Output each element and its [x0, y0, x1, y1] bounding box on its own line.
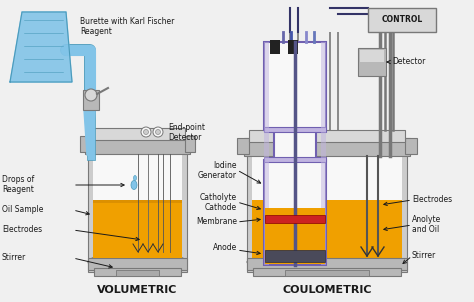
Text: COULOMETRIC: COULOMETRIC — [282, 285, 372, 295]
Bar — [93, 154, 182, 258]
Text: Generator: Generator — [198, 171, 237, 179]
Bar — [80, 136, 90, 152]
Bar — [264, 42, 326, 130]
Circle shape — [155, 130, 161, 134]
Bar — [270, 40, 280, 54]
Text: Stirrer: Stirrer — [2, 253, 26, 262]
Ellipse shape — [247, 252, 407, 272]
Bar — [247, 258, 407, 270]
Text: Reagent: Reagent — [2, 185, 34, 194]
Text: Anolyte: Anolyte — [412, 216, 441, 224]
Text: Anode: Anode — [213, 243, 237, 252]
Bar — [87, 110, 95, 160]
Bar — [249, 130, 405, 142]
Bar — [88, 146, 187, 272]
Text: Electrodes: Electrodes — [2, 226, 42, 234]
Circle shape — [85, 89, 97, 101]
Circle shape — [141, 127, 151, 137]
Polygon shape — [10, 12, 72, 82]
Text: Burette with Karl Fischer: Burette with Karl Fischer — [80, 18, 174, 27]
Bar — [288, 40, 298, 54]
Bar — [185, 136, 195, 152]
Text: CONTROL: CONTROL — [382, 15, 423, 24]
Bar — [358, 48, 386, 76]
Bar — [264, 160, 326, 265]
Text: VOLUMETRIC: VOLUMETRIC — [97, 285, 177, 295]
Text: Membrane: Membrane — [196, 217, 237, 226]
Bar — [265, 208, 325, 264]
Text: Detector: Detector — [392, 57, 425, 66]
Text: Stirrer: Stirrer — [412, 252, 436, 261]
Polygon shape — [84, 110, 95, 155]
Bar — [94, 268, 181, 276]
Text: Catholyte: Catholyte — [200, 192, 237, 201]
Bar — [93, 200, 182, 203]
Bar — [265, 250, 325, 262]
Text: Iodine: Iodine — [213, 160, 237, 169]
Bar — [321, 42, 326, 265]
Text: Electrodes: Electrodes — [412, 195, 452, 204]
Bar — [93, 200, 182, 258]
Bar — [116, 270, 159, 276]
Bar — [247, 148, 407, 272]
Bar — [252, 200, 402, 258]
Bar — [90, 128, 185, 140]
Text: and Oil: and Oil — [412, 226, 439, 234]
Text: End-point: End-point — [168, 124, 205, 133]
Bar — [253, 268, 401, 276]
Bar — [265, 215, 325, 223]
Ellipse shape — [131, 181, 137, 189]
Bar — [88, 258, 187, 270]
Circle shape — [153, 127, 163, 137]
Bar — [274, 130, 316, 160]
Circle shape — [144, 130, 148, 134]
Bar — [264, 127, 326, 132]
Bar — [360, 50, 384, 62]
Bar — [264, 157, 326, 162]
Bar — [252, 156, 402, 258]
Text: Oil Sample: Oil Sample — [2, 205, 44, 214]
Bar — [83, 90, 99, 110]
Bar — [244, 138, 410, 156]
Bar — [405, 138, 417, 154]
Ellipse shape — [88, 252, 187, 272]
Bar — [368, 8, 436, 32]
Bar — [237, 138, 249, 154]
Text: Reagent: Reagent — [80, 27, 112, 37]
Bar — [285, 270, 369, 276]
Ellipse shape — [134, 175, 137, 181]
Text: Detector: Detector — [168, 133, 201, 143]
Text: Drops of: Drops of — [2, 175, 34, 185]
Text: Cathode: Cathode — [205, 203, 237, 211]
Bar — [264, 42, 269, 265]
Bar — [85, 136, 190, 154]
